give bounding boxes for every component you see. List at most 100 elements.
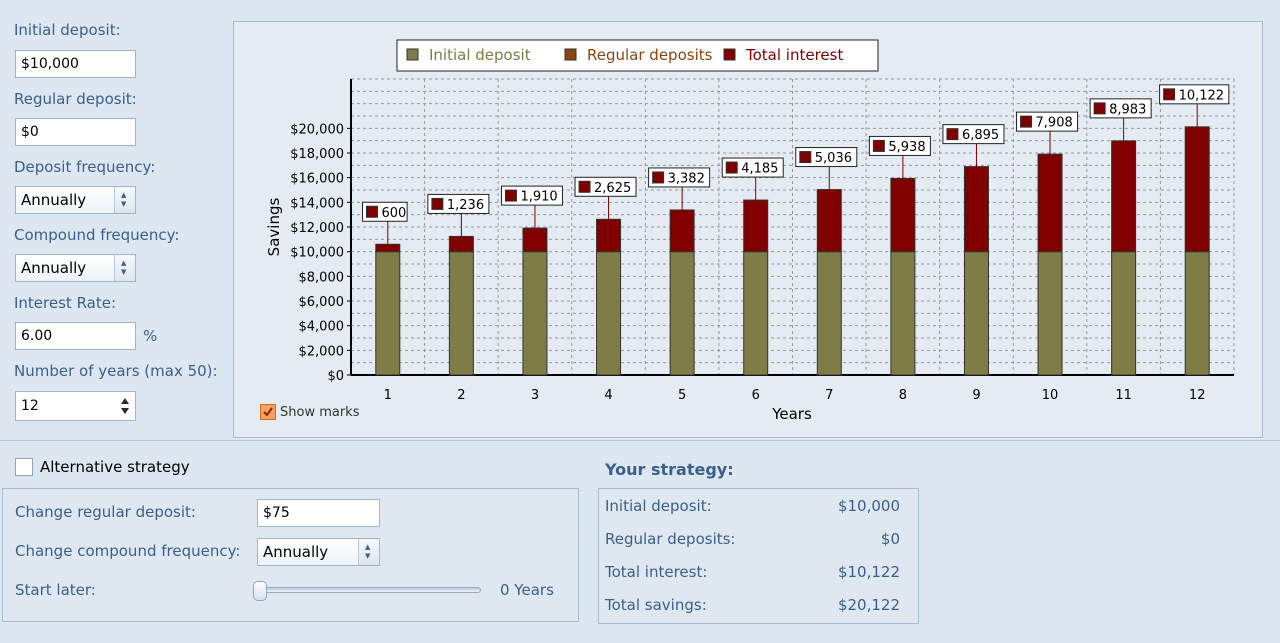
- alternative-strategy-toggle[interactable]: Alternative strategy: [15, 458, 190, 476]
- summary-value: $10,122: [837, 563, 900, 581]
- summary-title: Your strategy:: [605, 460, 734, 479]
- mark-swatch: [1020, 115, 1033, 128]
- mark-label: 5,036: [815, 151, 852, 166]
- mark-label: 8,983: [1109, 102, 1146, 117]
- x-tick-label: 7: [825, 388, 833, 403]
- y-axis-label: Savings: [265, 198, 283, 257]
- y-tick-label: $16,000: [290, 172, 344, 187]
- deposit-frequency-value: Annually: [21, 191, 87, 209]
- summary-label: Total interest:: [605, 563, 708, 581]
- show-marks-checkbox[interactable]: [260, 404, 276, 420]
- legend-box: [396, 39, 879, 72]
- updown-arrows-icon: ▲ ▼: [114, 255, 135, 281]
- y-tick-label: $6,000: [299, 295, 345, 310]
- legend-label: Initial deposit: [429, 46, 531, 64]
- mark-label: 3,382: [668, 171, 705, 186]
- compound-frequency-label: Compound frequency:: [14, 226, 180, 244]
- legend-swatch: [723, 48, 736, 61]
- summary-row-regular: Regular deposits: $0: [605, 530, 900, 548]
- summary-value: $20,122: [837, 596, 900, 614]
- bar-initial-deposit: [669, 251, 695, 376]
- updown-arrows-icon: ▲ ▼: [358, 539, 379, 565]
- years-label: Number of years (max 50):: [14, 362, 218, 380]
- alternative-strategy-label: Alternative strategy: [40, 458, 190, 476]
- y-tick-label: $14,000: [290, 196, 344, 211]
- change-compound-frequency-select[interactable]: Annually ▲ ▼: [257, 538, 380, 566]
- summary-row-interest: Total interest: $10,122: [605, 563, 900, 581]
- legend-swatch: [564, 48, 577, 61]
- start-later-label: Start later:: [15, 581, 96, 599]
- change-regular-deposit-label: Change regular deposit:: [15, 503, 196, 521]
- change-compound-frequency-value: Annually: [263, 543, 329, 561]
- alternative-strategy-group: Change regular deposit: $75 Change compo…: [2, 488, 579, 622]
- bar-total-interest: [743, 199, 769, 253]
- show-marks-toggle[interactable]: Show marks: [260, 404, 360, 420]
- interest-rate-input[interactable]: 6.00: [15, 322, 136, 350]
- x-tick-label: 12: [1189, 388, 1206, 403]
- initial-deposit-label: Initial deposit:: [14, 21, 121, 39]
- bar-total-interest: [669, 209, 695, 253]
- bar-total-interest: [890, 177, 916, 253]
- regular-deposit-input[interactable]: $0: [15, 118, 136, 146]
- summary-label: Total savings:: [605, 596, 707, 614]
- y-tick-label: $0: [327, 369, 344, 384]
- change-regular-deposit-input[interactable]: $75: [257, 499, 380, 527]
- x-axis-label: Years: [771, 405, 812, 423]
- summary-row-initial: Initial deposit: $10,000: [605, 497, 900, 515]
- mark-label: 6,895: [962, 128, 999, 143]
- x-tick-label: 2: [457, 388, 465, 403]
- bar-initial-deposit: [1111, 251, 1137, 376]
- deposit-frequency-select[interactable]: Annually ▲ ▼: [15, 186, 136, 214]
- legend-label: Regular deposits: [587, 46, 713, 64]
- start-later-slider-thumb[interactable]: [253, 581, 267, 601]
- bar-initial-deposit: [375, 251, 401, 376]
- bar-initial-deposit: [963, 251, 989, 376]
- mark-label: 4,185: [741, 162, 778, 177]
- percent-unit: %: [143, 327, 158, 345]
- bar-total-interest: [1111, 140, 1137, 253]
- compound-frequency-value: Annually: [21, 259, 87, 277]
- bar-initial-deposit: [1184, 251, 1210, 376]
- bar-initial-deposit: [816, 251, 842, 376]
- separator: [0, 440, 1280, 441]
- compound-frequency-select[interactable]: Annually ▲ ▼: [15, 254, 136, 282]
- summary-value: $0: [880, 530, 900, 548]
- mark-swatch: [652, 171, 665, 184]
- start-later-track[interactable]: [255, 587, 481, 593]
- x-tick-label: 4: [604, 388, 612, 403]
- initial-deposit-input[interactable]: $10,000: [15, 50, 136, 78]
- summary-label: Initial deposit:: [605, 497, 712, 515]
- y-tick-label: $10,000: [290, 246, 344, 261]
- mark-label: 2,625: [594, 181, 631, 196]
- x-tick-label: 8: [899, 388, 907, 403]
- x-tick-label: 5: [678, 388, 686, 403]
- bar-initial-deposit: [522, 251, 548, 376]
- bar-initial-deposit: [596, 251, 622, 376]
- spinner-arrows-icon[interactable]: [117, 394, 133, 418]
- y-tick-label: $2,000: [299, 344, 345, 359]
- chart-panel: $0 $2,000 $4,000 $6,000 $8,000 $10,000 $12,000…: [233, 21, 1263, 438]
- bar-total-interest: [522, 227, 548, 253]
- mark-label: 7,908: [1036, 116, 1073, 131]
- show-marks-label: Show marks: [280, 404, 360, 420]
- x-tick-label: 1: [384, 388, 392, 403]
- mark-box: [1159, 84, 1230, 105]
- mark-label: 600: [381, 206, 406, 221]
- bar-total-interest: [816, 189, 842, 253]
- check-icon: [263, 407, 273, 417]
- mark-label: 1,910: [520, 190, 557, 205]
- alternative-strategy-checkbox[interactable]: [15, 458, 33, 476]
- interest-rate-label: Interest Rate:: [14, 294, 117, 312]
- mark-swatch: [872, 139, 885, 152]
- years-spinner[interactable]: 12: [15, 391, 136, 421]
- bar-initial-deposit: [448, 251, 474, 376]
- bar-total-interest: [448, 235, 474, 253]
- x-tick-label: 3: [531, 388, 539, 403]
- mark-swatch: [578, 180, 591, 193]
- x-tick-label: 10: [1042, 388, 1059, 403]
- summary-group: Initial deposit: $10,000 Regular deposit…: [598, 488, 919, 624]
- summary-label: Regular deposits:: [605, 530, 736, 548]
- x-tick-label: 9: [972, 388, 980, 403]
- mark-swatch: [365, 205, 378, 218]
- savings-chart: $0 $2,000 $4,000 $6,000 $8,000 $10,000 $12,000…: [265, 39, 1235, 423]
